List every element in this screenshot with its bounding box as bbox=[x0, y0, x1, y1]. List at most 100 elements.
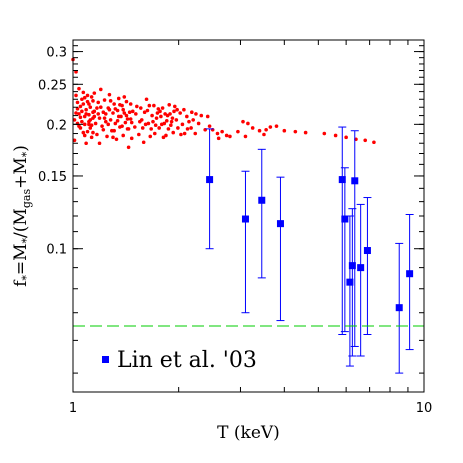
scatter-point bbox=[88, 105, 93, 110]
scatter-point bbox=[257, 128, 262, 133]
scatter-point bbox=[89, 135, 94, 140]
scatter-point bbox=[72, 118, 77, 122]
scatter-point bbox=[150, 113, 154, 118]
scatter-point bbox=[148, 134, 153, 139]
scatter-point bbox=[126, 127, 131, 131]
scatter-point bbox=[81, 90, 86, 95]
scatter-point bbox=[144, 97, 149, 102]
scatter-point bbox=[92, 109, 97, 114]
scatter-point bbox=[170, 116, 175, 120]
scatter-point bbox=[78, 115, 83, 120]
scatter-point bbox=[262, 132, 266, 137]
scatter-point bbox=[113, 121, 118, 126]
scatter-point bbox=[137, 132, 141, 137]
scatter-point bbox=[124, 99, 129, 104]
scatter-point bbox=[268, 125, 273, 129]
scatter-point bbox=[189, 126, 193, 130]
y-tick-label: 0.2 bbox=[46, 118, 67, 133]
scatter-point bbox=[78, 104, 83, 109]
legend: Lin et al. '03 bbox=[102, 348, 257, 373]
scatter-point bbox=[126, 145, 131, 150]
scatter-point bbox=[111, 111, 115, 115]
scatter-point bbox=[163, 112, 167, 116]
scatter-point bbox=[80, 109, 84, 114]
scatter-point bbox=[191, 118, 195, 122]
scatter-point bbox=[82, 95, 87, 100]
scatter-point bbox=[236, 129, 240, 134]
scatter-point bbox=[115, 118, 120, 123]
scatter-point bbox=[84, 107, 88, 112]
scatter-point bbox=[113, 107, 118, 111]
data-point-square bbox=[406, 270, 414, 278]
scatter-point bbox=[85, 129, 90, 134]
ylabel-sub3: gas bbox=[20, 189, 33, 209]
ylabel-sub4: * bbox=[20, 151, 33, 157]
ylabel-main: f bbox=[11, 279, 31, 287]
scatter-point bbox=[77, 86, 81, 91]
data-point-square bbox=[241, 215, 249, 223]
scatter-point bbox=[84, 141, 88, 146]
scatter-point bbox=[93, 121, 98, 126]
scatter-point bbox=[196, 121, 201, 126]
scatter-point bbox=[74, 93, 78, 98]
data-point-square bbox=[363, 247, 371, 255]
data-point-square bbox=[276, 220, 284, 228]
x-axis-label: T (keV) bbox=[217, 423, 280, 443]
legend-marker bbox=[102, 356, 109, 363]
scatter-point bbox=[176, 126, 180, 130]
scatter-point bbox=[180, 122, 185, 127]
scatter-point bbox=[185, 127, 190, 131]
scatter-point bbox=[152, 131, 157, 136]
scatter-point bbox=[102, 98, 107, 102]
scatter-point bbox=[333, 133, 338, 138]
scatter-point bbox=[168, 112, 172, 116]
scatter-point bbox=[199, 113, 204, 118]
scatter-point bbox=[171, 130, 176, 135]
data-point-square bbox=[395, 304, 403, 312]
ylabel-mid: =M bbox=[11, 243, 31, 275]
ylabel-tail: +M bbox=[11, 157, 31, 189]
scatter-point bbox=[124, 113, 129, 118]
scatter-point bbox=[143, 122, 148, 127]
scatter-point bbox=[108, 118, 113, 122]
scatter-point bbox=[98, 87, 103, 92]
scatter-point bbox=[159, 122, 164, 127]
scatter-point bbox=[224, 133, 229, 138]
scatter-point bbox=[146, 121, 151, 126]
y-tick-label: 0.25 bbox=[38, 78, 67, 93]
scatter-point bbox=[92, 114, 97, 119]
scatter-point bbox=[116, 96, 121, 101]
ylabel-sub1: * bbox=[20, 275, 33, 281]
x-tick-label: 10 bbox=[416, 401, 433, 416]
scatter-point bbox=[81, 102, 86, 106]
scatter-point bbox=[82, 133, 87, 138]
scatter-point bbox=[97, 141, 102, 146]
scatter-point bbox=[175, 107, 179, 112]
scatter-point bbox=[179, 132, 183, 137]
scatter-point bbox=[243, 134, 248, 139]
scatter-point bbox=[128, 102, 133, 106]
scatter-point bbox=[139, 118, 144, 122]
data-point-square bbox=[357, 264, 365, 272]
scatter-point bbox=[103, 112, 108, 116]
scatter-point bbox=[159, 114, 163, 119]
scatter-point bbox=[303, 130, 308, 135]
scatter-point bbox=[344, 135, 348, 140]
scatter-point bbox=[85, 93, 90, 98]
scatter-point bbox=[241, 119, 245, 124]
scatter-point bbox=[220, 129, 224, 134]
scatter-point bbox=[105, 134, 109, 139]
scatter-point bbox=[189, 110, 194, 114]
scatter-point bbox=[87, 112, 91, 117]
scatter-point bbox=[182, 107, 186, 112]
scatter-point bbox=[216, 136, 221, 141]
scatter-point bbox=[111, 135, 115, 140]
x-tick-label: 1 bbox=[69, 401, 77, 416]
scatter-point bbox=[112, 102, 116, 106]
ylabel-sub2: * bbox=[20, 237, 33, 243]
scatter-point bbox=[107, 107, 112, 112]
legend-label: Lin et al. '03 bbox=[117, 348, 257, 373]
data-point-square bbox=[351, 177, 359, 185]
scatter-point bbox=[133, 125, 137, 129]
